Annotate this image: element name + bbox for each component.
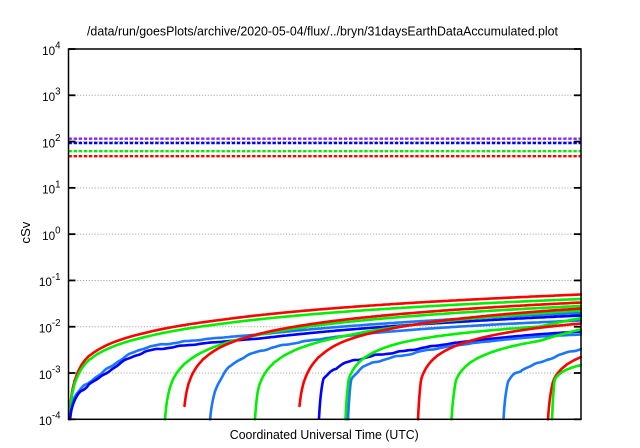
svg-text:Coordinated Universal Time (UT: Coordinated Universal Time (UTC) <box>230 427 419 442</box>
svg-text:cSv: cSv <box>18 221 33 243</box>
svg-text:/data/run/goesPlots/archive/20: /data/run/goesPlots/archive/2020-05-04/f… <box>87 23 558 38</box>
